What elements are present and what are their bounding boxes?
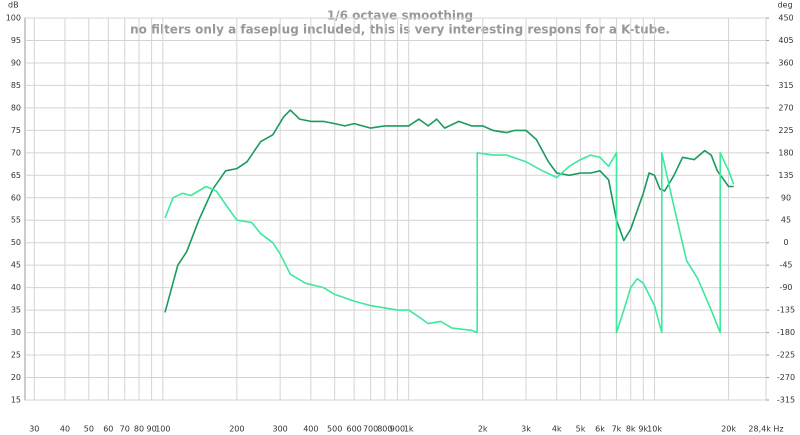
x-tick-label: 700 [363, 425, 378, 434]
y-tick-label: 40 [11, 283, 21, 292]
x-tick-label: 20k [721, 425, 736, 434]
y2-tick-label: 315 [778, 81, 793, 90]
y2-tick-label: 0 [783, 238, 788, 247]
x-tick-label: 300 [273, 425, 288, 434]
y2-tick-label: 180 [778, 148, 793, 157]
x-tick-label: 10k [647, 425, 662, 434]
y2-tick-label: -180 [777, 328, 795, 337]
x-tick-label: 50 [84, 425, 94, 434]
y-tick-label: 100 [6, 14, 21, 23]
y-axis-label: dB [8, 1, 19, 10]
y-tick-label: 55 [11, 216, 21, 225]
x-tick-label: 500 [327, 425, 342, 434]
y2-tick-label: -90 [779, 283, 792, 292]
x-tick-label: 9k [638, 425, 648, 434]
y2-tick-label: 45 [781, 216, 791, 225]
x-tick-label: 8k [626, 425, 636, 434]
x-tick-label: 800 [377, 425, 392, 434]
x-tick-label: 3k [521, 425, 531, 434]
y-tick-label: 75 [11, 126, 21, 135]
x-tick-label: 200 [229, 425, 244, 434]
y2-tick-label: -225 [777, 351, 795, 360]
y2-tick-label: 360 [778, 58, 793, 67]
x-tick-label: 70 [120, 425, 130, 434]
y-tick-label: 85 [11, 81, 21, 90]
y2-tick-label: -315 [777, 396, 795, 405]
x-tick-label: 90 [146, 425, 156, 434]
y2-tick-label: 225 [778, 126, 793, 135]
y2-tick-label: 90 [781, 193, 791, 202]
y-tick-label: 80 [11, 103, 21, 112]
y-tick-label: 65 [11, 171, 21, 180]
y-tick-label: 50 [11, 238, 21, 247]
x-tick-label: 28,4k Hz [748, 425, 783, 434]
y-tick-label: 35 [11, 306, 21, 315]
chart-subtitle: no filters only a faseplug included, thi… [130, 23, 670, 37]
x-tick-label: 30 [29, 425, 39, 434]
data-line [164, 109, 734, 313]
y2-tick-label: 405 [778, 36, 793, 45]
y-tick-label: 20 [11, 373, 21, 382]
y-tick-label: 15 [11, 396, 21, 405]
x-tick-label: 900 [390, 425, 405, 434]
y2-axis-label: deg [777, 1, 792, 10]
chart-title: 1/6 octave smoothing [327, 9, 473, 23]
x-tick-label: 80 [134, 425, 144, 434]
y-tick-label: 25 [11, 351, 21, 360]
x-tick-label: 100 [155, 425, 170, 434]
x-tick-label: 60 [103, 425, 113, 434]
y2-tick-label: 135 [778, 171, 793, 180]
y2-tick-label: -270 [777, 373, 795, 382]
y-tick-label: 30 [11, 328, 21, 337]
x-tick-label: 40 [60, 425, 70, 434]
x-tick-label: 600 [347, 425, 362, 434]
y-tick-label: 70 [11, 148, 21, 157]
x-tick-label: 1k [404, 425, 414, 434]
y2-tick-label: -45 [779, 261, 792, 270]
y-tick-label: 90 [11, 58, 21, 67]
x-tick-label: 5k [576, 425, 586, 434]
y2-tick-label: -135 [777, 306, 795, 315]
x-tick-label: 2k [478, 425, 488, 434]
x-tick-label: 7k [612, 425, 622, 434]
x-tick-label: 4k [552, 425, 562, 434]
y-tick-label: 60 [11, 193, 21, 202]
y2-tick-label: 270 [778, 103, 793, 112]
y-tick-label: 45 [11, 261, 21, 270]
x-tick-label: 400 [303, 425, 318, 434]
x-tick-label: 6k [595, 425, 605, 434]
data-line [164, 152, 735, 334]
y2-tick-label: 450 [778, 14, 793, 23]
y-tick-label: 95 [11, 36, 21, 45]
